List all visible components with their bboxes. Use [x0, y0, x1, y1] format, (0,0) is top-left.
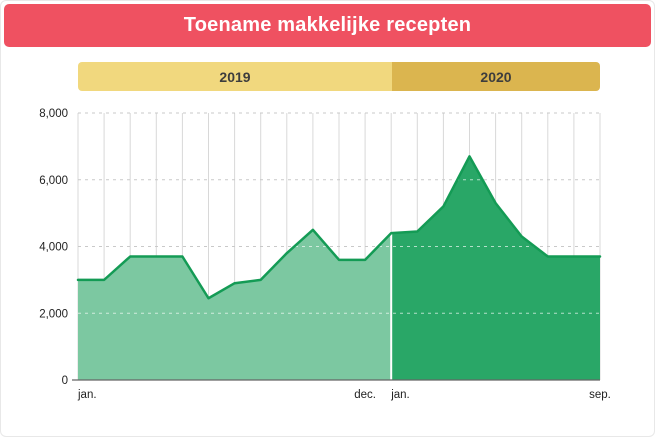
area-2020 [391, 156, 600, 380]
y-axis-label: 8,000 [39, 108, 68, 120]
area-2019 [78, 229, 392, 380]
y-axis-label: 4,000 [39, 242, 68, 254]
x-axis-labels: jan. dec. jan. sep. [77, 389, 611, 401]
y-axis-label: 0 [62, 375, 68, 387]
year-band-2019-label: 2019 [219, 68, 251, 85]
x-axis-label: sep. [589, 389, 611, 401]
page-title: Toename makkelijke recepten [183, 14, 472, 36]
year-band-2020: 2020 [392, 62, 600, 91]
x-axis-label: jan. [77, 389, 97, 401]
y-axis-labels: 0 2,000 4,000 6,000 8,000 [39, 108, 68, 387]
year-band: 2019 2020 [78, 62, 600, 91]
x-axis-label: jan. [390, 389, 410, 401]
year-band-2019: 2019 [78, 62, 392, 91]
y-axis-label: 6,000 [39, 175, 68, 187]
year-band-2020-label: 2020 [480, 68, 512, 85]
y-axis-label: 2,000 [39, 308, 68, 320]
x-axis-label: dec. [354, 389, 376, 401]
header: Toename makkelijke recepten [4, 4, 651, 47]
trend-line [76, 155, 602, 300]
